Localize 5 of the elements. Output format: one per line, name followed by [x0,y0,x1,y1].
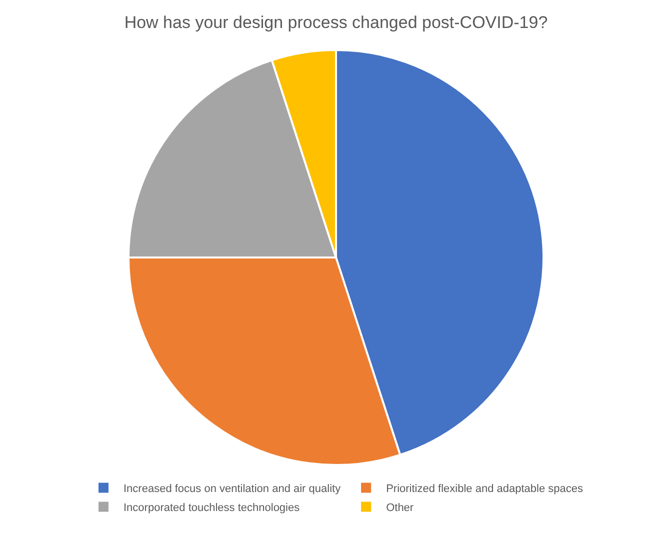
legend-label: Prioritized flexible and adaptable spaces [386,483,584,496]
chart-title: How has your design process changed post-COVID-19? [124,12,548,32]
legend-label: Incorporated touchless technologies [124,502,300,514]
legend-label: Increased focus on ventilation and air quality [124,483,342,496]
legend-label: Other [386,502,414,514]
